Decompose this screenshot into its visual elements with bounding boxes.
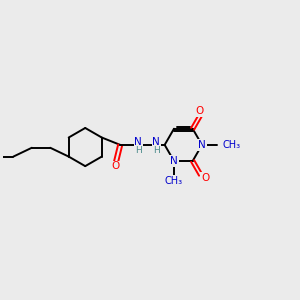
Text: CH₃: CH₃ (223, 140, 241, 150)
Text: N: N (134, 137, 142, 147)
Text: N: N (152, 137, 160, 147)
Text: O: O (201, 173, 209, 183)
Text: O: O (112, 161, 120, 171)
Text: H: H (135, 146, 142, 155)
Text: O: O (195, 106, 203, 116)
Text: H: H (153, 146, 160, 155)
Text: CH₃: CH₃ (165, 176, 183, 186)
Text: N: N (170, 156, 178, 166)
Text: N: N (198, 140, 206, 150)
